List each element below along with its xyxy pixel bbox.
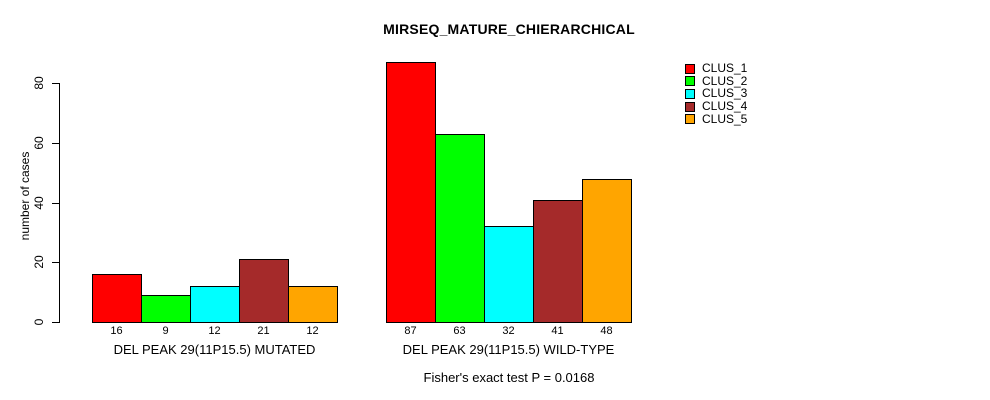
y-tick [52,262,59,264]
group-label: DEL PEAK 29(11P15.5) MUTATED [113,342,316,357]
y-tick [52,142,59,144]
bar-value-label: 21 [257,325,270,337]
bar [435,134,485,323]
group-label: DEL PEAK 29(11P15.5) WILD-TYPE [402,342,615,357]
y-tick [52,202,59,204]
y-tick-label: 0 [32,318,46,326]
bar-value-label: 12 [208,325,221,337]
y-tick [52,322,59,323]
legend-item: CLUS_5 [685,111,748,126]
y-tick-label: 20 [32,255,46,269]
legend-item: CLUS_4 [685,99,748,114]
y-tick [52,83,59,84]
bar [386,62,436,323]
bar-value-label: 32 [502,325,515,337]
y-tick-label: 60 [32,136,46,150]
bar-value-label: 12 [306,325,319,337]
bar-value-label: 9 [162,325,169,337]
legend-item: CLUS_1 [685,61,748,75]
bar [92,274,142,323]
legend-item: CLUS_3 [685,86,748,101]
bar [484,226,534,323]
legend-label: CLUS_2 [702,73,748,88]
legend-label: CLUS_4 [702,99,748,114]
legend-swatch [685,88,695,99]
bar [190,286,240,323]
stat-annotation: Fisher's exact test P = 0.0168 [423,370,595,385]
bar [141,295,191,323]
bar [533,200,583,323]
legend-item: CLUS_2 [685,73,748,88]
chart-title: MIRSEQ_MATURE_CHIERARCHICAL [383,21,635,37]
bar-value-label: 48 [600,325,613,337]
legend-label: CLUS_5 [702,111,748,126]
bar-value-label: 63 [453,325,466,337]
bar-value-label: 16 [110,325,123,337]
bar-value-label: 87 [404,325,417,337]
legend-label: CLUS_3 [702,86,748,101]
legend-swatch [685,101,695,112]
bar [582,179,632,323]
legend-swatch [685,114,695,125]
y-tick-label: 40 [32,195,46,210]
legend-label: CLUS_1 [702,61,748,75]
y-axis-label: number of cases [18,151,32,241]
bar-value-label: 41 [551,325,564,337]
y-tick-label: 80 [32,76,46,90]
bar [239,259,289,323]
bar [288,286,338,323]
y-axis-line [59,83,60,323]
legend-swatch [685,63,695,74]
legend-swatch [685,76,695,87]
